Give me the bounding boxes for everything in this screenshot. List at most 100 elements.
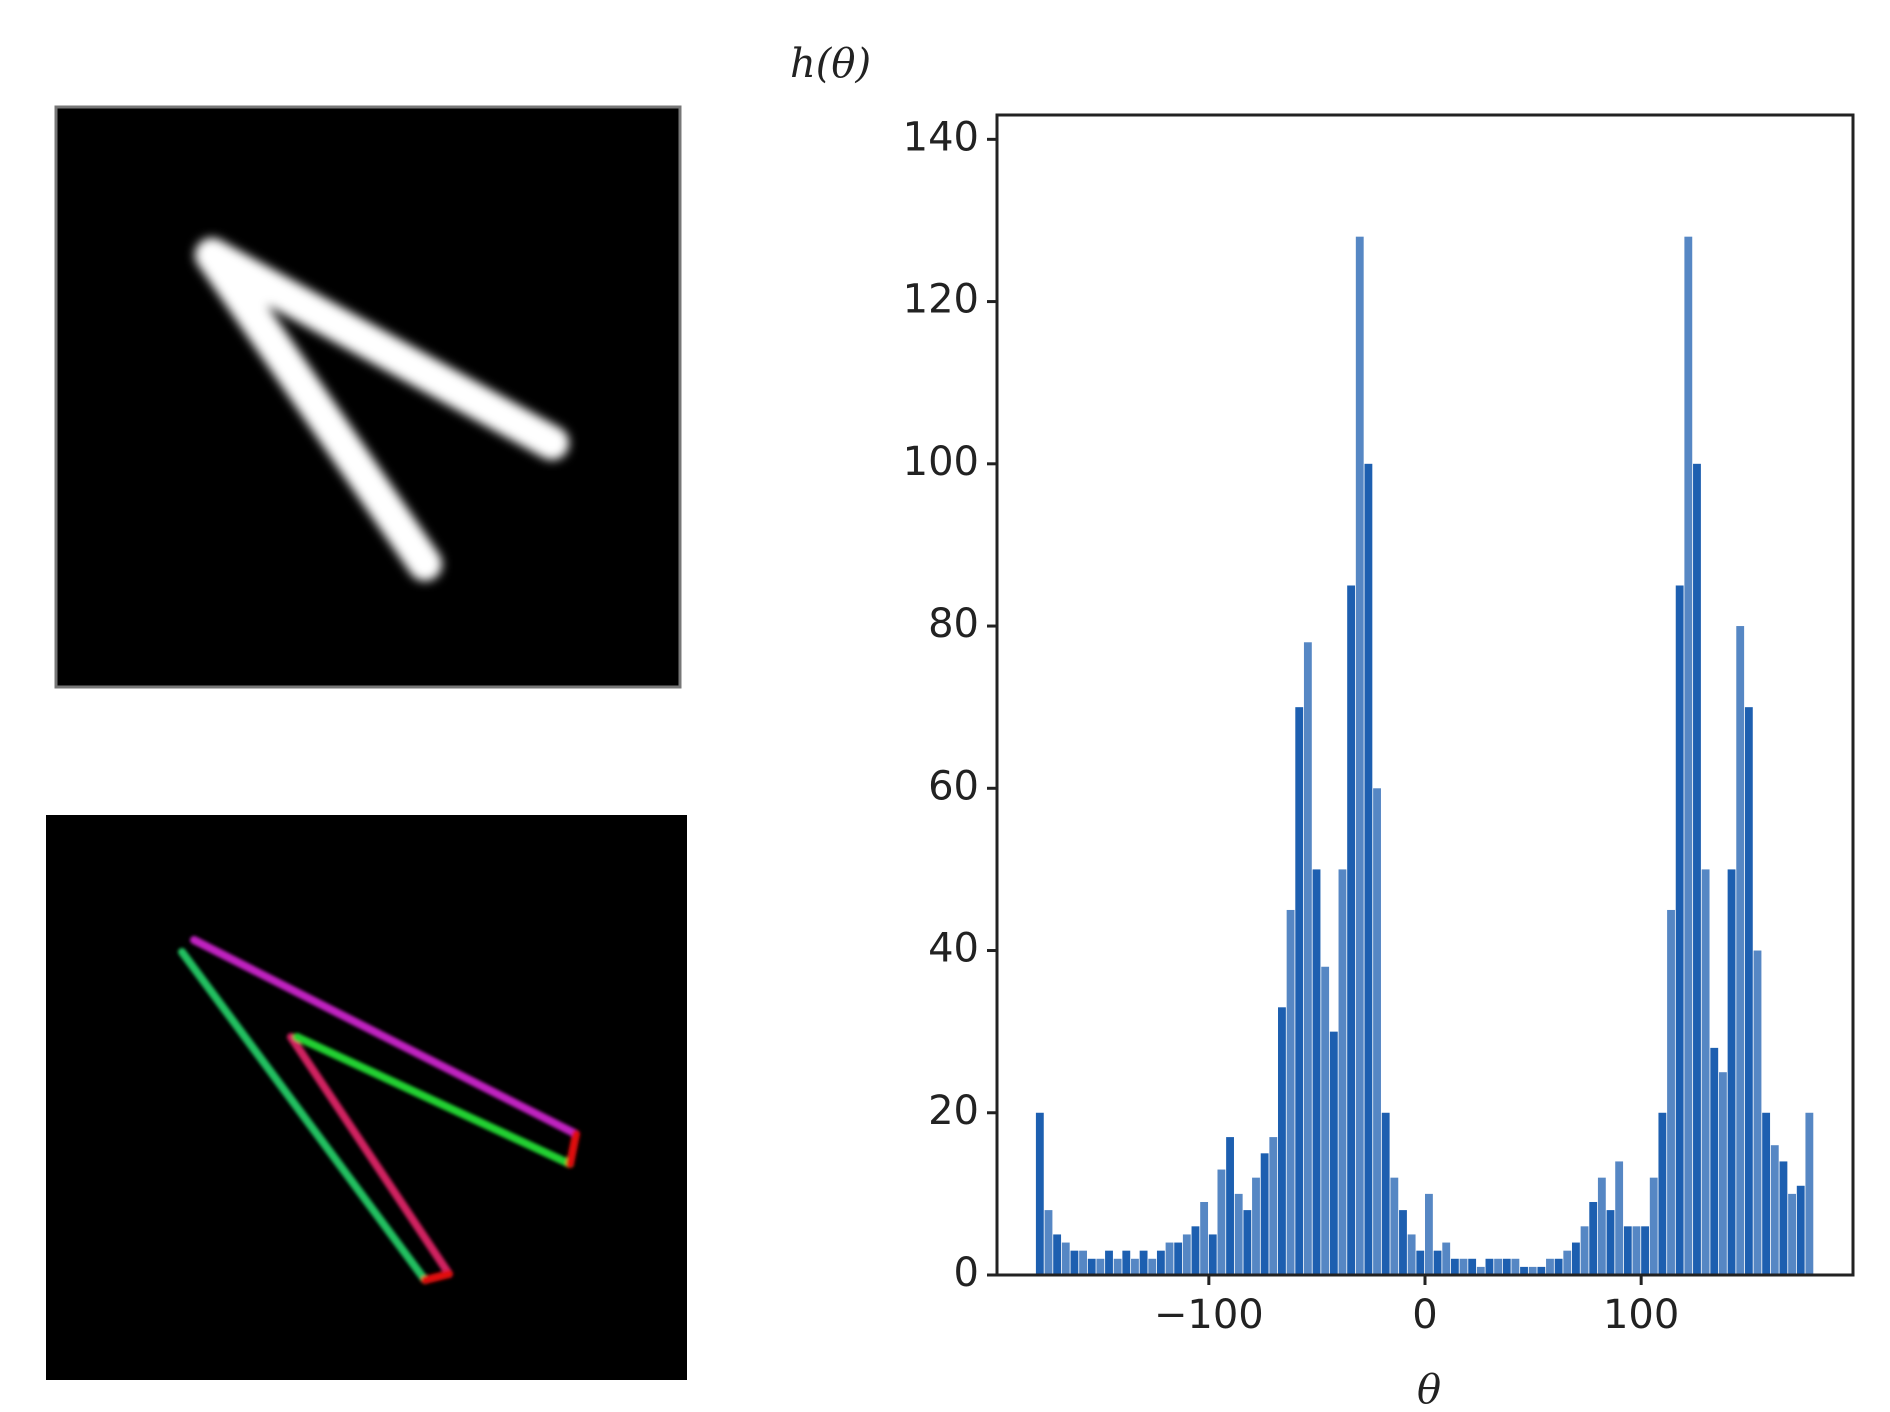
- y-tick-label: 0: [954, 1250, 979, 1296]
- bar: [1105, 1251, 1113, 1275]
- bar: [1546, 1259, 1554, 1275]
- bar: [1598, 1178, 1606, 1275]
- bar: [1174, 1243, 1182, 1275]
- bar: [1373, 788, 1381, 1275]
- bar: [1710, 1048, 1718, 1275]
- bar: [1581, 1226, 1589, 1275]
- x-tick-label: 0: [1412, 1292, 1437, 1338]
- x-tick-label: −100: [1154, 1292, 1264, 1338]
- bar: [1805, 1113, 1813, 1275]
- bar: [1364, 464, 1372, 1275]
- bar: [1287, 910, 1295, 1275]
- bar: [1615, 1161, 1623, 1275]
- bar: [1684, 237, 1692, 1275]
- y-tick-label: 120: [903, 277, 979, 323]
- bar: [1356, 237, 1364, 1275]
- bar: [1641, 1226, 1649, 1275]
- y-axis-label: h(θ): [790, 41, 871, 87]
- bar: [1486, 1259, 1494, 1275]
- bar: [1563, 1251, 1571, 1275]
- bar: [1192, 1226, 1200, 1275]
- bar: [1511, 1259, 1519, 1275]
- bar: [1157, 1251, 1165, 1275]
- bar: [1166, 1243, 1174, 1275]
- bar: [1762, 1113, 1770, 1275]
- bar: [1468, 1259, 1476, 1275]
- bar: [1780, 1161, 1788, 1275]
- bar: [1148, 1259, 1156, 1275]
- bar: [1788, 1194, 1796, 1275]
- bar: [1339, 869, 1347, 1275]
- x-axis-label: θ: [1417, 1367, 1441, 1412]
- bar: [1217, 1170, 1225, 1275]
- bar: [1096, 1259, 1104, 1275]
- bar: [1235, 1194, 1243, 1275]
- bar: [1131, 1259, 1139, 1275]
- bar: [1200, 1202, 1208, 1275]
- bar: [1036, 1113, 1044, 1275]
- bar: [1243, 1210, 1251, 1275]
- bar: [1347, 585, 1355, 1275]
- bar: [1503, 1259, 1511, 1275]
- figure: h(θ) θ 020406080100120140−1000100: [0, 0, 1890, 1412]
- x-tick-label: 100: [1603, 1292, 1679, 1338]
- bar: [1589, 1202, 1597, 1275]
- bar: [1313, 869, 1321, 1275]
- bar: [1624, 1226, 1632, 1275]
- bar: [1736, 626, 1744, 1275]
- bar: [1745, 707, 1753, 1275]
- bar: [1114, 1259, 1122, 1275]
- bar: [1771, 1145, 1779, 1275]
- y-tick-label: 20: [928, 1088, 979, 1134]
- bar: [1702, 869, 1710, 1275]
- bar: [1425, 1194, 1433, 1275]
- digit-image: [56, 107, 680, 687]
- bar: [1278, 1007, 1286, 1275]
- bar: [1693, 464, 1701, 1275]
- bar: [1555, 1259, 1563, 1275]
- bar: [1209, 1234, 1217, 1275]
- edge-image: [46, 815, 687, 1380]
- y-tick-label: 60: [928, 763, 979, 809]
- bar: [1658, 1113, 1666, 1275]
- bar: [1088, 1259, 1096, 1275]
- bar: [1295, 707, 1303, 1275]
- bar: [1408, 1234, 1416, 1275]
- bar: [1399, 1210, 1407, 1275]
- bar: [1797, 1186, 1805, 1275]
- bar: [1269, 1137, 1277, 1275]
- bar: [1607, 1210, 1615, 1275]
- bar: [1676, 585, 1684, 1275]
- bar: [1434, 1251, 1442, 1275]
- y-tick-label: 40: [928, 926, 979, 972]
- y-tick-label: 80: [928, 601, 979, 647]
- bar: [1252, 1178, 1260, 1275]
- bar: [1261, 1153, 1269, 1275]
- bar: [1321, 967, 1329, 1275]
- bar: [1728, 869, 1736, 1275]
- bar: [1382, 1113, 1390, 1275]
- bar: [1045, 1210, 1053, 1275]
- bar: [1650, 1178, 1658, 1275]
- bar: [1754, 951, 1762, 1275]
- bar: [1053, 1234, 1061, 1275]
- y-tick-label: 140: [903, 114, 979, 160]
- bar: [1633, 1226, 1641, 1275]
- bar: [1304, 642, 1312, 1275]
- bar: [1460, 1259, 1468, 1275]
- bar: [1667, 910, 1675, 1275]
- bar: [1572, 1243, 1580, 1275]
- bar: [1330, 1032, 1338, 1275]
- bar: [1494, 1259, 1502, 1275]
- bar: [1451, 1259, 1459, 1275]
- bar: [1416, 1251, 1424, 1275]
- bar: [1140, 1251, 1148, 1275]
- bar: [1079, 1251, 1087, 1275]
- bar: [1070, 1251, 1078, 1275]
- bar: [1442, 1243, 1450, 1275]
- bar: [1122, 1251, 1130, 1275]
- bar: [1226, 1137, 1234, 1275]
- bar: [1062, 1243, 1070, 1275]
- bar: [1390, 1178, 1398, 1275]
- bar: [1719, 1072, 1727, 1275]
